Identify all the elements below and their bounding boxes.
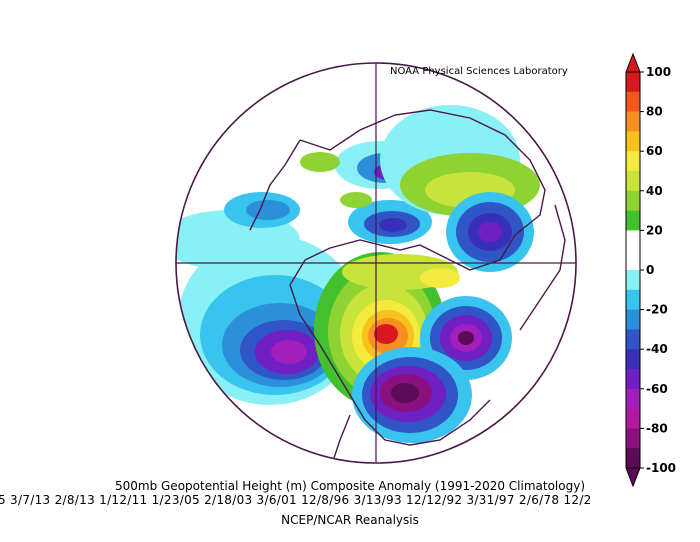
colorbar-swatch [626,190,640,211]
colorbar-swatch [626,72,640,93]
europe-low-anomaly [446,192,534,272]
map-title: 500mb Geopotential Height (m) Composite … [114,479,585,493]
colorbar-swatch [626,230,640,251]
subtropical-low-anomaly [352,347,472,443]
colorbar-tick-label: -80 [646,421,668,435]
colorbar-tick-label: 40 [646,184,663,198]
data-source: NCEP/NCAR Reanalysis [281,513,419,527]
colorbar-tick-label: -40 [646,342,668,356]
colorbar-tick-label: -60 [646,382,668,396]
colorbar-tick-label: 20 [646,223,663,237]
atlantic-low-anomaly [420,296,512,380]
colorbar-swatch [626,388,640,409]
colorbar-swatch [626,329,640,350]
colorbar-swatch [626,131,640,152]
colorbar-max-arrow [625,52,641,73]
colorbar-swatch [626,171,640,192]
colorbar-tick-label: 80 [646,105,663,119]
pacific-low-anomaly [178,235,362,405]
colorbar-swatch [626,151,640,172]
case-dates: 5 3/7/13 2/8/13 1/12/11 1/23/05 2/18/03 … [0,493,592,507]
colorbar-swatch [626,210,640,231]
colorbar-swatch [626,270,640,291]
colorbar-tick-label: 0 [646,263,654,277]
colorbar-swatch [626,408,640,429]
colorbar-swatch [626,289,640,310]
west-pacific-band [176,192,300,270]
colorbar-tick-label: -100 [646,461,676,475]
map-gridlines [176,63,576,463]
colorbar-tick-label: 100 [646,65,671,79]
colorbar-swatch [626,369,640,390]
colorbar: 100 80 60 40 20 0 -20 -40 -60 -80 -100 [625,52,676,488]
colorbar-swatch [626,91,640,112]
map-boundary [175,62,577,464]
colorbar-swatch [626,309,640,330]
coastlines [249,109,566,463]
colorbar-swatch [626,428,640,449]
colorbar-swatch [626,111,640,132]
anomaly-field [176,105,540,443]
colorbar-tick-label: -20 [646,303,668,317]
colorbar-swatch [626,349,640,370]
colorbar-swatch [626,448,640,469]
credit-label: NOAA Physical Sciences Laboratory [390,66,568,77]
colorbar-tick-label: 60 [646,144,663,158]
colorbar-swatch [626,250,640,271]
